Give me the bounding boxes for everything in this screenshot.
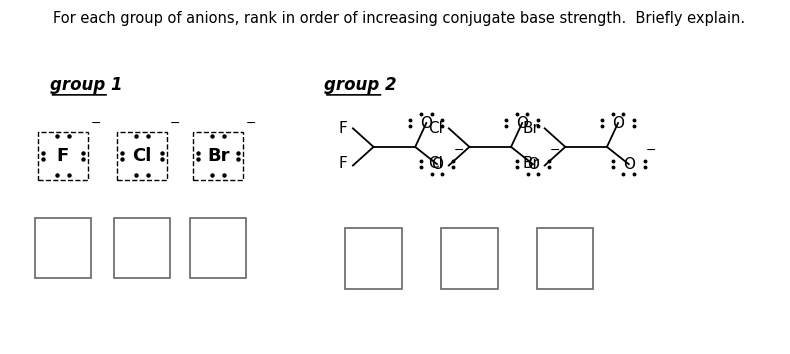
Text: −: − [246,117,257,130]
Text: Br: Br [207,147,229,165]
Text: F: F [339,156,348,171]
Text: Br: Br [522,121,540,136]
Text: O: O [623,157,634,172]
Text: −: − [170,117,180,130]
Text: F: F [57,147,69,165]
Text: −: − [453,144,464,157]
Text: −: − [91,117,101,130]
Bar [114,218,170,278]
Text: Cl: Cl [133,147,152,165]
Text: −: − [645,144,656,157]
Text: F: F [339,121,348,136]
Text: O: O [431,157,443,172]
Bar [442,228,498,289]
Text: group 2: group 2 [324,76,397,94]
Text: group 1: group 1 [50,76,122,94]
Text: O: O [527,157,539,172]
Text: For each group of anions, rank in order of increasing conjugate base strength.  : For each group of anions, rank in order … [53,11,745,25]
Bar [193,132,243,180]
Bar [345,228,401,289]
Text: O: O [420,115,432,131]
Text: Br: Br [522,156,540,171]
Text: O: O [516,115,529,131]
Text: Cl: Cl [429,121,443,136]
Bar [35,218,91,278]
Bar [190,218,246,278]
Text: −: − [549,144,560,157]
Bar [117,132,167,180]
Text: O: O [612,115,624,131]
Bar [38,132,88,180]
Bar [537,228,593,289]
Text: Cl: Cl [429,156,443,171]
